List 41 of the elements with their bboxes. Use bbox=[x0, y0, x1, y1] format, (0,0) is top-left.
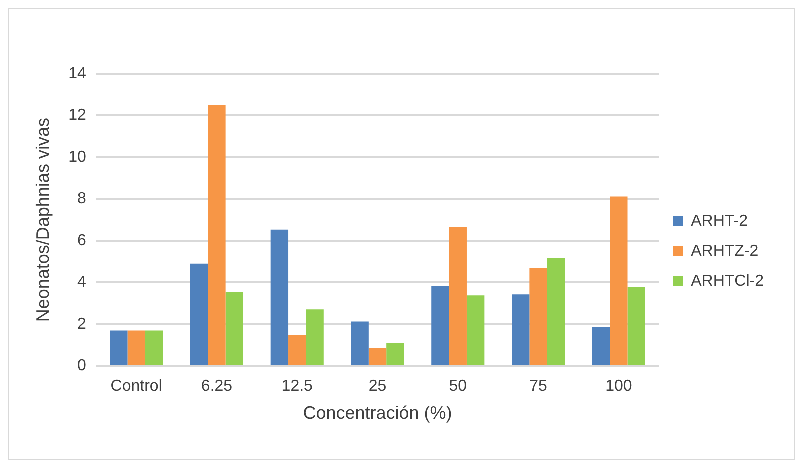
y-tick-label: 0 bbox=[77, 358, 86, 375]
bar bbox=[628, 287, 646, 366]
x-tick-label: 6.25 bbox=[201, 378, 233, 396]
x-tick-label: 25 bbox=[368, 378, 387, 396]
bar bbox=[466, 296, 485, 366]
bar bbox=[512, 294, 530, 366]
x-axis-title: Concentración (%) bbox=[303, 403, 452, 424]
x-tick-label: 75 bbox=[530, 378, 548, 396]
bar bbox=[208, 105, 226, 366]
bar bbox=[610, 196, 628, 366]
bar bbox=[110, 330, 128, 366]
bar bbox=[306, 310, 324, 366]
x-tick-label: Control bbox=[110, 378, 162, 396]
x-tick-label: 50 bbox=[449, 378, 468, 396]
bar bbox=[190, 264, 208, 366]
bar bbox=[270, 230, 289, 366]
legend-label: ARHTZ-2 bbox=[691, 242, 759, 260]
x-tick-label: 100 bbox=[606, 378, 632, 396]
bar bbox=[368, 348, 387, 366]
legend-label: ARHTCl-2 bbox=[691, 272, 764, 290]
y-tick-label: 12 bbox=[68, 107, 86, 124]
y-tick-label: 6 bbox=[77, 232, 86, 250]
bar bbox=[449, 227, 467, 366]
bar bbox=[386, 343, 404, 366]
x-tick-label: 12.5 bbox=[282, 378, 314, 396]
bar bbox=[288, 336, 306, 366]
bar bbox=[351, 322, 369, 366]
y-axis-title: Neonatos/Daphnias vivas bbox=[32, 118, 53, 322]
bar bbox=[432, 286, 450, 366]
bar bbox=[547, 258, 566, 366]
y-tick-label: 2 bbox=[77, 316, 86, 333]
bar bbox=[145, 330, 164, 366]
y-tick-label: 10 bbox=[68, 148, 86, 166]
bar bbox=[128, 330, 146, 366]
bar bbox=[592, 327, 610, 366]
bar bbox=[530, 268, 548, 366]
y-tick-label: 8 bbox=[77, 190, 86, 208]
bar bbox=[226, 292, 244, 366]
legend-label: ARHT-2 bbox=[691, 212, 748, 230]
y-tick-label: 4 bbox=[77, 274, 86, 292]
y-tick-label: 14 bbox=[68, 65, 86, 82]
